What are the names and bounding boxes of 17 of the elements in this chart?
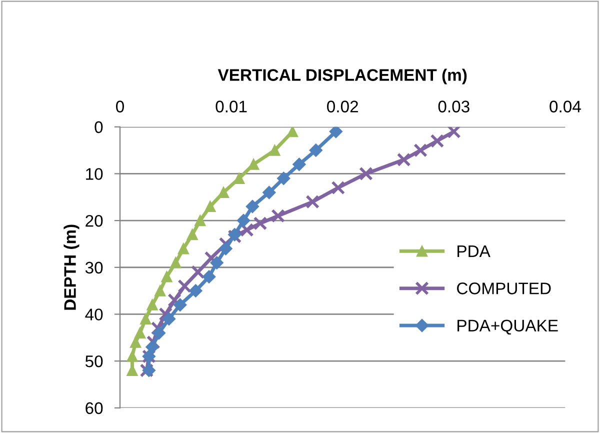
legend-label: PDA: [458, 246, 490, 257]
legend-label: COMPUTED: [457, 282, 551, 294]
y-tick-label: 10: [86, 168, 103, 180]
y-tick-label: 20: [86, 214, 103, 227]
y-tick-label: 30: [85, 262, 103, 274]
x-tick-label: 0.03: [438, 100, 470, 112]
x-axis-title: VERTICAL DISPLACEMENT (m): [218, 68, 467, 84]
x-tick-label: 0.04: [550, 100, 581, 112]
y-tick-label: 40: [85, 308, 103, 320]
y-tick-label: 0: [94, 121, 103, 134]
y-axis-title: DEPTH (m): [64, 224, 80, 310]
x-tick-label: 0: [116, 100, 124, 112]
x-tick-label: 0.02: [327, 100, 358, 112]
y-tick-label: 50: [85, 355, 103, 368]
x-tick-label: 0.01: [216, 100, 247, 112]
y-tick-label: 60: [86, 402, 103, 414]
legend-label: PDA+QUAKE: [458, 320, 558, 335]
